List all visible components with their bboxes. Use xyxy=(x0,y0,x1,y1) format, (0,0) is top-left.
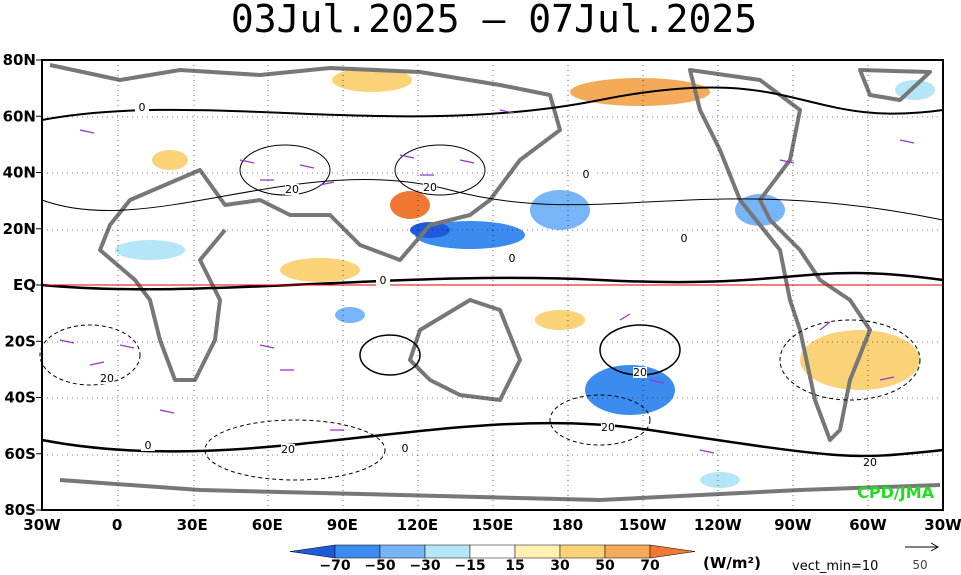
wind-vectors xyxy=(59,109,915,454)
lat-label: 80S xyxy=(4,501,36,519)
contour-label: 20 xyxy=(423,181,437,194)
lon-label: 0 xyxy=(112,516,122,534)
title: 03Jul.2025 – 07Jul.2025 xyxy=(231,0,757,41)
colorbar-label: −50 xyxy=(364,558,395,574)
contour-label-bg xyxy=(863,457,877,468)
colorbar-box xyxy=(469,544,516,559)
contour-label-bg xyxy=(398,443,412,454)
colorbar-unit: (W/m²) xyxy=(703,554,761,572)
colorbar-label: 70 xyxy=(640,558,660,574)
contour-label: 20 xyxy=(863,456,877,469)
lon-label: 60E xyxy=(252,516,283,534)
grid xyxy=(42,60,943,510)
lon-label: 150W xyxy=(619,516,667,534)
lat-label: 20S xyxy=(4,332,36,350)
contour-label: 20 xyxy=(633,366,647,379)
contour-label-bg xyxy=(677,233,691,244)
coastlines xyxy=(49,63,941,502)
contour-label-bg xyxy=(423,182,437,193)
lon-label: 180 xyxy=(552,516,583,534)
contour-label-bg xyxy=(141,440,155,451)
vector-note: vect_min=10 xyxy=(792,559,878,574)
lat-label: 80N xyxy=(3,51,36,69)
contour-label: 0 xyxy=(681,232,688,245)
lon-label: 120W xyxy=(694,516,742,534)
contour-label-bg xyxy=(135,102,149,113)
contour-label: 0 xyxy=(139,101,146,114)
latitude-labels: 80N 60N 40N 20N EQ 20S 40S 60S 80S xyxy=(3,51,42,519)
contour-label-bg xyxy=(633,367,647,378)
lat-label: 20N xyxy=(3,220,36,238)
lat-label: 60S xyxy=(4,445,36,463)
contour-label: 0 xyxy=(380,274,387,287)
colorbar-end xyxy=(289,544,336,559)
lon-label: 30E xyxy=(177,516,208,534)
colorbar-label: 30 xyxy=(550,558,570,574)
contour-label-bg xyxy=(281,444,295,455)
lon-label: 90W xyxy=(774,516,812,534)
contour-label: 20 xyxy=(285,183,299,196)
colorbar-box xyxy=(334,544,381,559)
lon-label: 150E xyxy=(472,516,514,534)
colorbar-label: −30 xyxy=(409,558,440,574)
longitude-labels: 30W 0 30E 60E 90E 120E 150E 180 150W 120W 90W 60W 30… xyxy=(23,516,961,534)
colorbar-label: −70 xyxy=(319,558,350,574)
colorbar-label: 50 xyxy=(595,558,615,574)
contour-label: 0 xyxy=(402,442,409,455)
lat-label: EQ xyxy=(13,276,36,294)
lon-label: 120E xyxy=(397,516,439,534)
contour-label-bg xyxy=(505,253,519,264)
contour-label: 20 xyxy=(601,421,615,434)
colorbar-box xyxy=(379,544,426,559)
colorbar-label: −15 xyxy=(454,558,485,574)
contour-label: 20 xyxy=(281,443,295,456)
contour-label: 0 xyxy=(583,168,590,181)
contour-label-bg xyxy=(100,373,114,384)
colorbar-box xyxy=(424,544,471,559)
contour-label-bg xyxy=(601,422,615,433)
colorbar-label: 15 xyxy=(505,558,524,574)
contour-label: 0 xyxy=(509,252,516,265)
lat-label: 60N xyxy=(3,107,36,125)
lat-label: 40S xyxy=(4,389,36,407)
map: 0 0 0 0 0 20 20 20 20 20 0 0 20 20 CPD/JMA xyxy=(39,59,944,511)
colorbar-box xyxy=(559,544,606,559)
contour-label: 0 xyxy=(145,439,152,452)
reference-arrow-head xyxy=(930,542,940,552)
colorbar-box xyxy=(604,544,651,559)
colorbar-end xyxy=(649,544,696,559)
contour-label-bg xyxy=(285,184,299,195)
lon-label: 30W xyxy=(924,516,961,534)
contour-label-bg xyxy=(376,275,390,286)
lon-label: 30W xyxy=(23,516,61,534)
colorbar: −70 −50 −30 −15 15 30 50 70 xyxy=(289,544,696,574)
colorbar-box xyxy=(514,544,561,559)
contours xyxy=(39,86,944,481)
contour-label-bg xyxy=(579,169,593,180)
contour-labels: 0 0 0 0 0 20 20 20 20 20 0 0 20 20 xyxy=(100,101,877,469)
reference-vector-label: 50 xyxy=(912,558,927,572)
credit: CPD/JMA xyxy=(857,483,934,502)
lon-label: 90E xyxy=(327,516,358,534)
lon-label: 60W xyxy=(849,516,887,534)
contour-label: 20 xyxy=(100,372,114,385)
lat-label: 40N xyxy=(3,164,36,182)
